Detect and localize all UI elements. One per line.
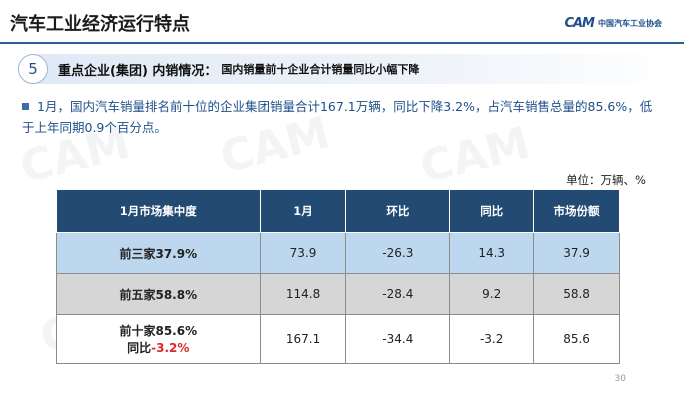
table-row: 前十家85.6% 同比-3.2% 167.1 -34.4 -3.2 85.6	[56, 314, 620, 364]
bullet-text: 1月，国内汽车销量排名前十位的企业集团销量合计167.1万辆，同比下降3.2%，…	[22, 99, 653, 135]
page-number: 30	[614, 374, 626, 384]
square-bullet-icon	[22, 103, 29, 110]
column-header: 同比	[449, 189, 535, 233]
yoy-prefix: 同比	[127, 341, 152, 355]
section-number: 5	[18, 54, 48, 84]
logo-text: 中国汽车工业协会	[598, 19, 662, 28]
cell-yoy: 14.3	[449, 232, 535, 274]
section-heading: 重点企业(集团) 内销情况：	[58, 63, 218, 79]
column-header: 1月市场集中度	[56, 189, 261, 233]
page-title: 汽车工业经济运行特点	[10, 14, 190, 35]
bullet-paragraph: 1月，国内汽车销量排名前十位的企业集团销量合计167.1万辆，同比下降3.2%，…	[22, 96, 662, 138]
row-label: 前五家58.8%	[56, 273, 261, 315]
yoy-highlight: -3.2%	[151, 341, 190, 355]
table-row: 前三家37.9% 73.9 -26.3 14.3 37.9	[56, 232, 620, 274]
section-banner-bg	[18, 54, 678, 84]
row-label: 前十家85.6% 同比-3.2%	[56, 314, 261, 364]
column-header: 环比	[345, 189, 451, 233]
cell-share: 85.6	[533, 314, 620, 364]
unit-label: 单位：万辆、%	[566, 173, 646, 187]
cell-month: 114.8	[259, 273, 347, 315]
cell-mom: -34.4	[345, 314, 451, 364]
row-label: 前三家37.9%	[56, 232, 261, 274]
table-header-row: 1月市场集中度 1月 环比 同比 市场份额	[56, 189, 620, 233]
cell-yoy: 9.2	[449, 273, 535, 315]
cell-share: 58.8	[533, 273, 620, 315]
cell-share: 37.9	[533, 232, 620, 274]
row-label-line2: 同比-3.2%	[58, 339, 259, 356]
cell-yoy: -3.2	[449, 314, 535, 364]
cell-month: 167.1	[259, 314, 347, 364]
cell-month: 73.9	[259, 232, 347, 274]
row-label-line1: 前十家85.6%	[119, 324, 198, 338]
logo: CAM 中国汽车工业协会	[564, 16, 662, 31]
cell-mom: -26.3	[345, 232, 451, 274]
section-subheading: 国内销量前十企业合计销量同比小幅下降	[221, 63, 420, 76]
cam-logo-icon: CAM	[564, 16, 595, 31]
table-row: 前五家58.8% 114.8 -28.4 9.2 58.8	[56, 273, 620, 315]
section-banner: 5 重点企业(集团) 内销情况： 国内销量前十企业合计销量同比小幅下降	[18, 54, 678, 84]
concentration-table: 1月市场集中度 1月 环比 同比 市场份额 前三家37.9% 73.9 -26.…	[56, 189, 620, 364]
cell-mom: -28.4	[345, 273, 451, 315]
header-divider	[0, 42, 684, 44]
column-header: 市场份额	[533, 189, 620, 233]
column-header: 1月	[259, 189, 347, 233]
slide-header: 汽车工业经济运行特点 CAM 中国汽车工业协会	[0, 0, 684, 42]
